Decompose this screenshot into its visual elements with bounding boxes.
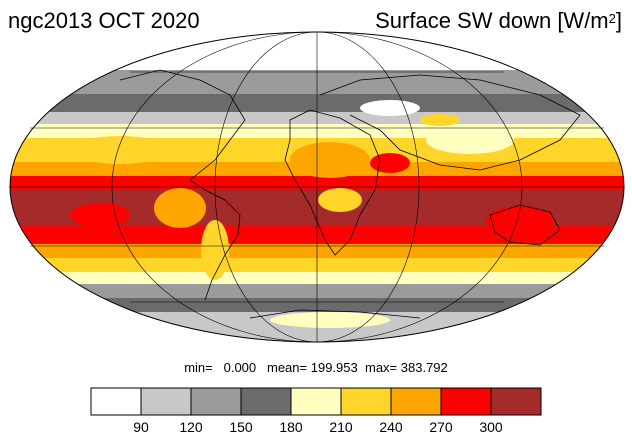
south-america-orange — [154, 188, 206, 228]
colorbar-box — [340, 387, 392, 416]
siberia-white — [360, 100, 420, 116]
colorbar-tick-label: 300 — [479, 419, 503, 435]
colorbar-box — [140, 387, 192, 416]
colorbar-box — [240, 387, 292, 416]
colorbar-box — [190, 387, 242, 416]
australia-coast — [489, 204, 561, 246]
variable-title-text: Surface SW down [W/m — [375, 8, 609, 33]
andes-yellow — [201, 220, 229, 280]
colorbar-tick-label: 120 — [179, 419, 203, 435]
coastlines — [119, 69, 581, 319]
africa-coast — [284, 109, 381, 256]
min-value: 0.000 — [223, 360, 257, 375]
mean-value: 199.953 — [310, 360, 358, 375]
australia-red — [486, 206, 554, 234]
colorbar-box — [440, 387, 492, 416]
max-value: 383.792 — [400, 360, 448, 375]
colorbar-tick-label: 210 — [329, 419, 353, 435]
map-title: ngc2013 OCT 2020 — [8, 8, 200, 33]
colorbar-box — [390, 387, 442, 416]
antarctica-coast — [249, 309, 421, 319]
sahara-orange — [290, 142, 370, 178]
colorbar-box — [490, 387, 542, 416]
min-label: min= — [184, 360, 213, 375]
central-africa-yellow — [318, 188, 362, 212]
east-pacific-red — [70, 203, 130, 227]
antarctica-pale — [270, 312, 390, 328]
colorbar-tick-label: 150 — [229, 419, 253, 435]
colorbar-tick-label: 180 — [279, 419, 303, 435]
eurasia-coast — [319, 74, 581, 171]
variable-title-exponent: 2 — [608, 11, 616, 26]
variable-title: Surface SW down [W/m2] — [375, 8, 622, 34]
north-pacific-yellow — [70, 136, 170, 164]
colorbar-box — [90, 387, 142, 416]
globe-outline — [9, 31, 625, 343]
colorbar-tick-label: 240 — [379, 419, 403, 435]
south-america-coast — [189, 179, 241, 301]
mean-label: mean= — [267, 360, 308, 375]
asia-pale — [426, 126, 514, 154]
colorbar-box — [290, 387, 342, 416]
colorbar-tick-label: 270 — [429, 419, 453, 435]
variable-title-close: ] — [615, 8, 622, 33]
colorbar-tick-label: 90 — [133, 419, 149, 435]
central-asia-yellow — [420, 114, 460, 126]
arabia-red — [370, 153, 410, 173]
max-label: max= — [364, 360, 398, 375]
north-america-coast — [119, 69, 246, 181]
field-statistics: min= 0.000 mean= 199.953 max= 383.792 — [0, 360, 632, 375]
